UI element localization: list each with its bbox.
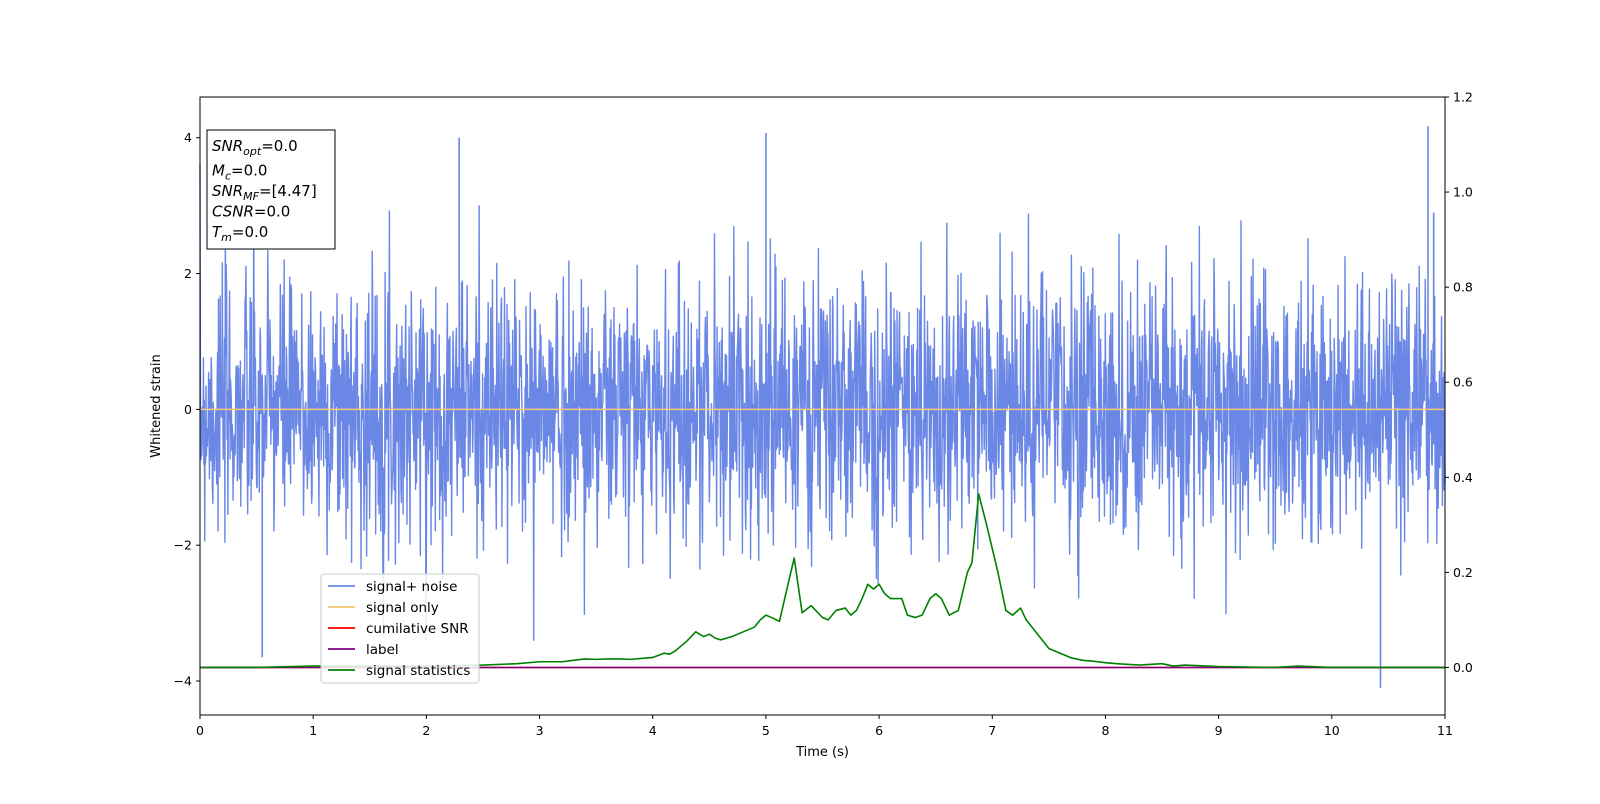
legend: signal+ noise signal only cumilative SNR la…	[320, 573, 480, 684]
x-axis-label: Time (s)	[795, 745, 849, 760]
y-tick-label: 2	[184, 266, 192, 281]
legend-entry-label: signal statistics	[366, 663, 470, 679]
axis-ticks: 0 1 2 3 4 5 6 7 8 9 10 11 4 2 0 −2 −4 1.2 1.0 0.8 0.6 0.4 0.2 0…	[174, 90, 1473, 739]
y-tick-label: 0	[184, 402, 192, 417]
signal-statistics-line	[200, 493, 1445, 669]
legend-entry-label: cumilative SNR	[366, 621, 469, 637]
x-tick-label: 7	[988, 723, 996, 738]
x-tick-label: 4	[649, 723, 657, 738]
info-line: CSNR=0.0	[212, 203, 290, 221]
x-tick-label: 3	[536, 723, 544, 738]
y-axis-label: Whitened strain	[149, 354, 164, 457]
y2-tick-label: 0.2	[1453, 565, 1473, 580]
y2-tick-label: 0.0	[1453, 660, 1473, 675]
info-line: SNRMF=[4.47]	[212, 182, 317, 203]
y2-tick-label: 0.4	[1453, 470, 1473, 485]
y2-tick-label: 0.8	[1453, 280, 1473, 295]
legend-entry-label: signal only	[366, 600, 439, 616]
plot-area-frame	[199, 96, 1446, 716]
x-tick-label: 8	[1101, 723, 1109, 738]
y-tick-label: 4	[184, 130, 192, 145]
info-line: SNRopt=0.0	[212, 137, 298, 158]
x-tick-label: 2	[422, 723, 430, 738]
x-tick-label: 11	[1437, 723, 1453, 738]
x-tick-label: 1	[309, 723, 317, 738]
legend-frame	[320, 573, 480, 684]
y2-tick-label: 1.0	[1453, 185, 1473, 200]
x-tick-label: 9	[1215, 723, 1223, 738]
y2-tick-label: 1.2	[1453, 90, 1473, 105]
y2-tick-label: 0.6	[1453, 375, 1473, 390]
signal-noise-line	[199, 164, 1446, 641]
x-tick-label: 10	[1324, 723, 1340, 738]
x-tick-label: 0	[196, 723, 204, 738]
info-line: Tm=0.0	[212, 223, 268, 244]
legend-entry-label: label	[366, 642, 399, 658]
legend-entry-label: signal+ noise	[366, 579, 457, 595]
y-tick-label: −2	[174, 538, 192, 553]
x-tick-label: 6	[875, 723, 883, 738]
x-tick-label: 5	[762, 723, 770, 738]
series-layer	[199, 126, 1446, 688]
info-box-frame	[206, 129, 336, 250]
info-line: Mc=0.0	[212, 162, 267, 183]
y-tick-label: −4	[174, 674, 192, 689]
